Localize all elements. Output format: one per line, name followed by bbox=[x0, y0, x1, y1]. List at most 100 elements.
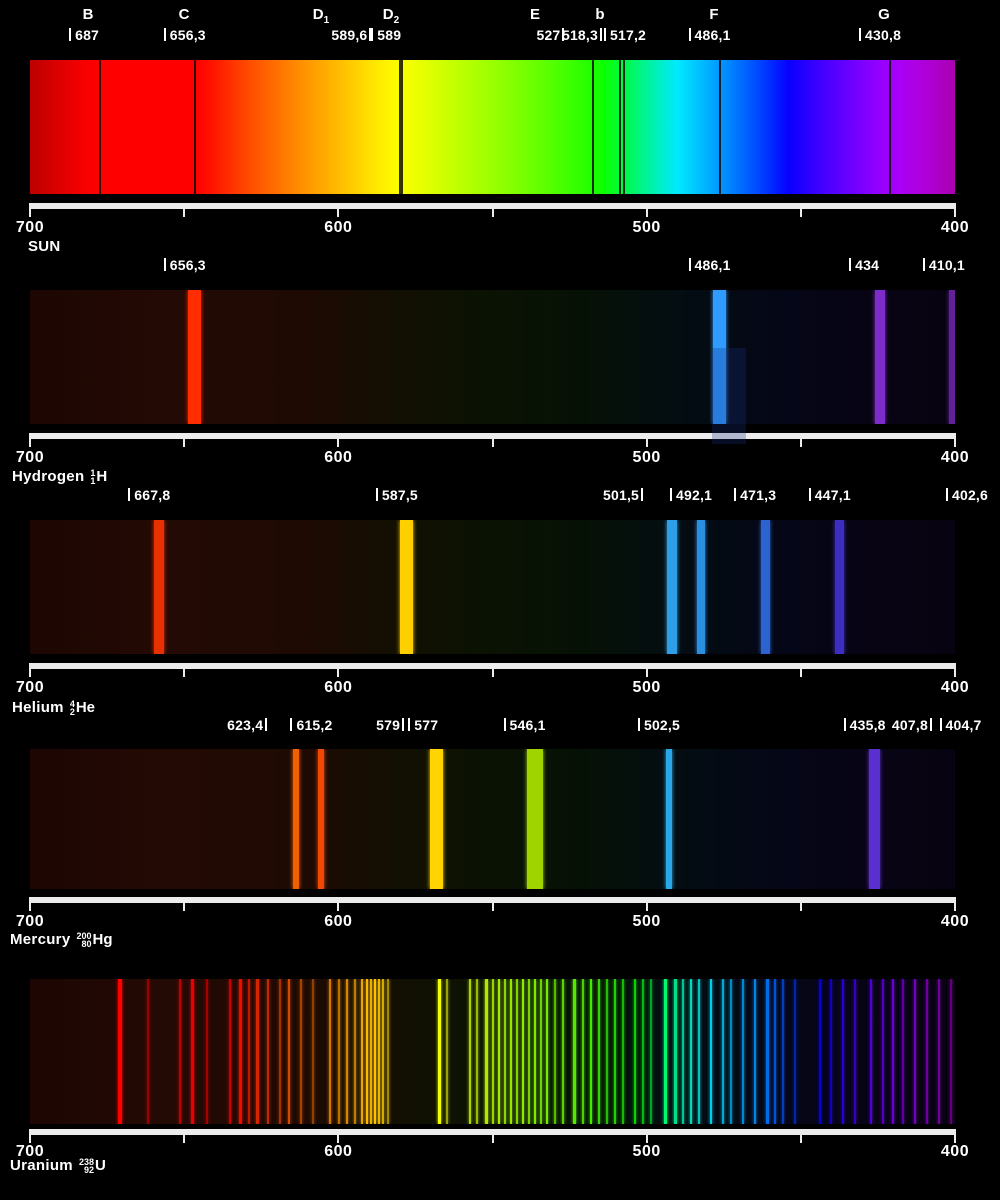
letter-subscript: 1 bbox=[323, 15, 330, 26]
element-name: Hydrogen bbox=[12, 468, 85, 485]
wavelength-tick bbox=[128, 488, 131, 501]
absorption-line bbox=[622, 60, 625, 194]
scale-number: 400 bbox=[940, 219, 970, 236]
absorption-line bbox=[592, 60, 595, 194]
scale-tick bbox=[799, 433, 802, 447]
nuclide-notation: 4 2 He bbox=[70, 699, 95, 716]
emission-line bbox=[188, 290, 202, 424]
letter-text: G bbox=[878, 6, 890, 23]
fraunhofer-letter-D2: D2 bbox=[383, 6, 399, 26]
scale-number: 600 bbox=[324, 449, 353, 466]
emission-line bbox=[256, 979, 260, 1124]
wavelength-label: 410,1 bbox=[928, 257, 965, 273]
wavelength-label: 656,3 bbox=[169, 27, 206, 43]
scale-number: 600 bbox=[324, 679, 353, 696]
emission-line bbox=[366, 979, 369, 1124]
scale-number: 500 bbox=[632, 1143, 661, 1160]
wavelength-tick bbox=[637, 718, 640, 731]
emission-line bbox=[228, 979, 231, 1124]
emission-line bbox=[533, 979, 536, 1124]
emission-line bbox=[901, 979, 904, 1124]
emission-line bbox=[382, 979, 385, 1124]
emission-line bbox=[378, 979, 381, 1124]
emission-line bbox=[949, 290, 955, 424]
element-name: SUN bbox=[28, 238, 61, 255]
emission-line bbox=[937, 979, 940, 1124]
wavelength-tick bbox=[163, 28, 166, 41]
wavelength-tick bbox=[688, 28, 691, 41]
wavelength-tick bbox=[600, 28, 602, 41]
wavelength-label: 486,1 bbox=[694, 257, 731, 273]
emission-line bbox=[665, 749, 672, 889]
absorption-line bbox=[399, 60, 402, 194]
absorption-line bbox=[193, 60, 196, 194]
emission-line bbox=[498, 979, 501, 1124]
scale-tick bbox=[491, 663, 494, 677]
letter-text: B bbox=[82, 6, 94, 23]
emission-line bbox=[248, 979, 250, 1124]
wavelength-label: 589 bbox=[377, 27, 402, 43]
emission-line bbox=[869, 749, 881, 889]
nuclide-notation: 238 92 U bbox=[79, 1157, 106, 1174]
absorption-line bbox=[718, 60, 721, 194]
scale-tick bbox=[645, 897, 648, 911]
wavelength-label: 402,6 bbox=[951, 487, 989, 503]
wavelength-tick bbox=[163, 258, 166, 271]
scale-tick bbox=[954, 663, 956, 677]
wavelength-label: 546,1 bbox=[509, 717, 546, 733]
mass-number: 200 bbox=[76, 930, 92, 941]
fraunhofer-letter-E: E bbox=[530, 6, 540, 23]
emission-line bbox=[581, 979, 584, 1124]
element-name: Uranium bbox=[10, 1157, 73, 1174]
wavelength-label: 430,8 bbox=[865, 27, 902, 43]
emission-line bbox=[374, 979, 377, 1124]
emission-line bbox=[526, 749, 543, 889]
emission-line bbox=[206, 979, 209, 1124]
spectrum-band bbox=[30, 520, 955, 654]
element-label: Uranium 238 92 U bbox=[10, 1157, 106, 1174]
wavelength-tick bbox=[641, 488, 644, 501]
emission-line bbox=[875, 290, 886, 424]
emission-line bbox=[622, 979, 625, 1124]
emission-line bbox=[605, 979, 608, 1124]
emission-line bbox=[438, 979, 442, 1124]
element-label: Helium 4 2 He bbox=[12, 699, 95, 716]
scale-number: 600 bbox=[324, 219, 353, 236]
emission-line bbox=[387, 979, 390, 1124]
emission-line bbox=[553, 979, 556, 1124]
emission-line bbox=[540, 979, 542, 1124]
element-label: Hydrogen 1 1 H bbox=[12, 468, 107, 485]
emission-line bbox=[729, 979, 732, 1124]
wavelength-label: 407,8 bbox=[891, 717, 928, 733]
scale-tick bbox=[183, 433, 186, 447]
emission-line bbox=[573, 979, 577, 1124]
fraunhofer-letter-b: b bbox=[595, 6, 604, 23]
scan-artifact bbox=[712, 348, 746, 444]
scale-tick bbox=[491, 203, 494, 217]
wavelength-tick bbox=[688, 258, 691, 271]
wavelength-tick bbox=[562, 28, 565, 41]
scale-number: 500 bbox=[632, 913, 661, 930]
emission-line bbox=[914, 979, 916, 1124]
emission-line bbox=[484, 979, 488, 1124]
emission-line bbox=[400, 520, 414, 654]
scale-tick bbox=[337, 1129, 340, 1143]
wavelength-tick bbox=[922, 258, 925, 271]
fraunhofer-letter-C: C bbox=[179, 6, 190, 23]
nuclide-notation: 1 1 H bbox=[90, 468, 107, 485]
emission-line bbox=[774, 979, 777, 1124]
wavelength-label: 577 bbox=[414, 717, 439, 733]
absorption-line bbox=[99, 60, 102, 194]
scale-tick bbox=[799, 663, 802, 677]
wavelength-label: 502,5 bbox=[643, 717, 680, 733]
absorption-line bbox=[619, 60, 622, 194]
letter-text: F bbox=[709, 6, 719, 23]
emission-line bbox=[154, 520, 165, 654]
emission-line bbox=[697, 520, 706, 654]
wavelength-label: 447,1 bbox=[814, 487, 851, 503]
scale-number: 500 bbox=[632, 449, 661, 466]
scale-tick bbox=[491, 433, 494, 447]
emission-line bbox=[503, 979, 506, 1124]
